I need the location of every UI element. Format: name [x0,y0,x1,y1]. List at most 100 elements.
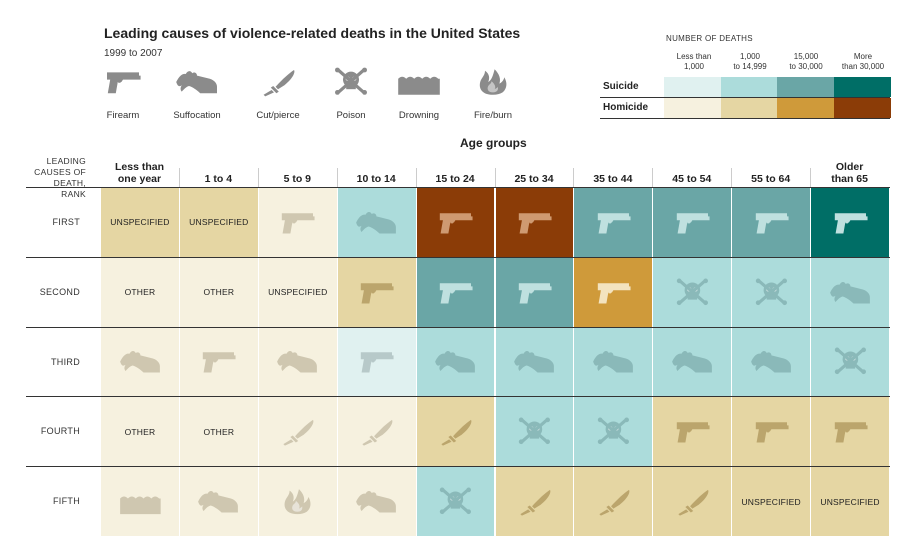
row-rule [26,256,890,258]
column-header-line: Less than [114,161,164,173]
cell-suicide-poison [495,397,574,467]
cell-label: OTHER [124,426,156,437]
legend-rule [600,97,890,98]
legend-title: NUMBER OF DEATHS [666,34,753,43]
firearm-icon [432,277,479,308]
legend-bin-line: Less than [676,52,712,61]
firearm-icon [195,346,242,377]
legend-swatch [720,77,778,97]
rank-label: FOURTH [40,426,80,437]
cell-homicide-firearm [179,327,258,397]
poison-icon [511,416,558,447]
legend-bin-line: 1,000 [739,52,761,61]
icon-key-label: Suffocation [173,110,221,121]
legend-bin-line: than 30,000 [841,62,885,71]
cell-suicide-suffocation [811,257,889,327]
header-divider [336,168,338,187]
legend-swatch [720,98,778,118]
column-header-line: 10 to 14 [356,173,396,185]
legend-swatch [664,77,721,97]
header-divider [415,168,417,187]
cell-homicide-fire [258,467,337,536]
firearm-icon [748,416,795,447]
rank-label: FIFTH [53,496,80,507]
rank-header-line: CAUSES OF [34,167,86,177]
firearm-icon [274,207,321,238]
poison-icon [827,346,874,377]
icon-key-label: Drowning [398,110,440,121]
rank-label: FIRST [52,216,80,227]
rank-header: LEADING CAUSES OF DEATH, RANK [16,156,86,200]
column-header-line: than 65 [831,173,868,185]
firearm-icon [748,207,795,238]
legend-row-label-homicide: Homicide [603,102,649,113]
legend-bin-label: 15,000 to 30,000 [776,52,836,72]
column-header: 25 to 34 [496,155,573,185]
row-rule [26,466,890,468]
firearm-icon [827,416,874,447]
column-header-line: Older [835,161,864,173]
age-groups-label: Age groups [460,136,527,150]
column-header: Less than one year [101,155,178,185]
cell-label: UNSPECIFIED [189,217,249,228]
cell-homicide-cutpierce [416,397,495,467]
cell-suicide-poison [811,327,889,397]
cell-homicide-other: OTHER [101,257,179,327]
firearm-icon [511,207,558,238]
cell-homicide-firearm [811,397,889,467]
legend-bin-line: to 14,999 [733,62,767,71]
icon-key-label: Firearm [106,110,140,121]
rank-label: SECOND [39,286,80,297]
cell-suicide-firearm [653,188,732,257]
poison-icon [590,416,637,447]
cell-homicide-cutpierce [495,467,574,536]
header-divider [731,168,733,187]
header-divider [652,168,654,187]
cutpierce-icon [353,416,400,447]
firearm-icon [353,346,400,377]
cell-suicide-firearm [416,257,495,327]
firearm-icon [669,416,716,447]
firearm-icon [669,207,716,238]
legend-swatch [833,77,891,97]
cell-label: UNSPECIFIED [268,287,328,298]
cutpierce-icon [511,486,558,517]
suffocation-icon [669,346,716,377]
cell-homicide-firearm [495,188,574,257]
cell-suicide-suffocation [495,327,574,397]
firearm-key-item: Firearm [88,66,158,126]
cutpierce-icon [432,416,479,447]
cell-label: OTHER [203,426,235,437]
column-header-line: 5 to 9 [283,173,312,185]
rank-header-line: LEADING [46,156,86,166]
cell-homicide-firearm [653,397,732,467]
cell-suicide-firearm [732,188,811,257]
cell-homicide-cutpierce [574,467,653,536]
cell-homicide-drowning [101,467,179,536]
cell-label: UNSPECIFIED [820,496,880,507]
poison-icon [316,66,386,98]
legend-bin-label: Less than 1,000 [664,52,724,72]
cell-homicide-cutpierce [653,467,732,536]
column-header: 15 to 24 [417,155,494,185]
cell-homicide-suffocation [258,327,337,397]
chart-title: Leading causes of violence-related death… [104,25,521,41]
suffocation-icon [353,207,400,238]
column-header-line: 15 to 24 [435,173,475,185]
cell-label: OTHER [124,287,156,298]
header-divider [810,168,812,187]
cell-homicide-cutpierce [258,397,337,467]
fire-icon [458,66,528,98]
suffocation-icon [748,346,795,377]
column-header: 35 to 44 [574,155,651,185]
column-header: Older than 65 [811,155,888,185]
column-header: 55 to 64 [732,155,809,185]
icon-key-label: Poison [336,110,366,121]
cell-suicide-poison [653,257,732,327]
cell-homicide-suffocation [101,327,179,397]
rank-header-line: DEATH, [53,178,86,188]
firearm-icon [432,207,479,238]
cell-suicide-suffocation [574,327,653,397]
legend-swatch [777,77,834,97]
suffocation-icon [590,346,637,377]
